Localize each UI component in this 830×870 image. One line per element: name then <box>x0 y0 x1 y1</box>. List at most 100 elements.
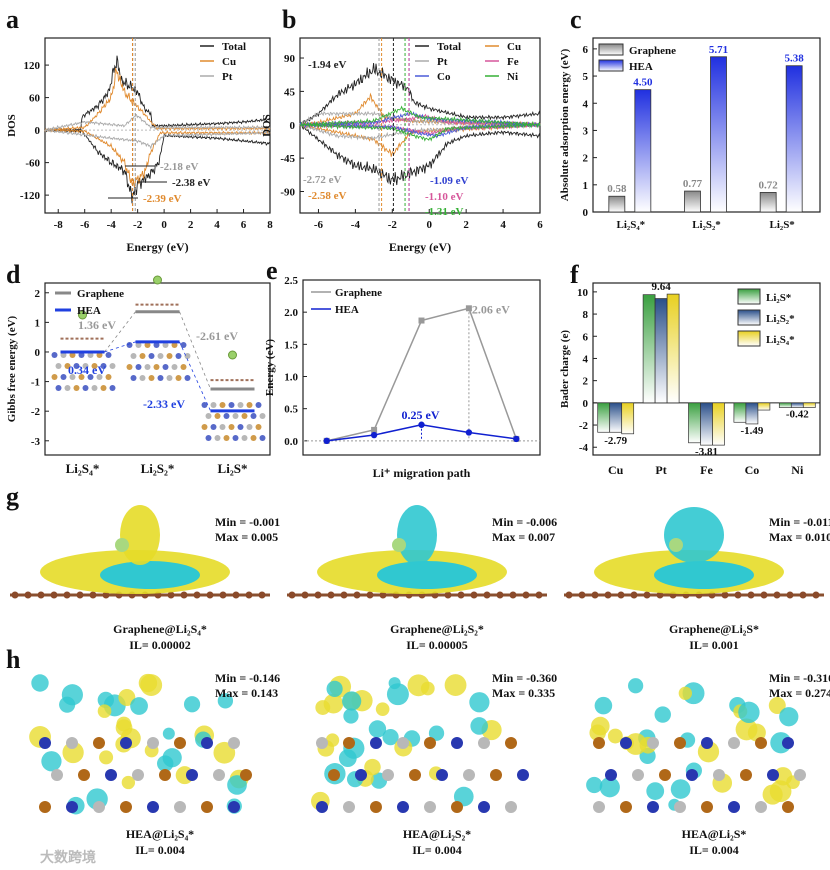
atom-icon <box>64 385 71 391</box>
dos-curve-ni-up <box>299 105 541 128</box>
metal-atom-icon <box>316 801 328 813</box>
atom-icon <box>232 435 239 441</box>
atom-icon <box>162 364 169 370</box>
atom-icon <box>73 385 80 391</box>
bar-value-label: 9.64 <box>651 281 671 293</box>
metal-atom-icon <box>397 737 409 749</box>
legend-label: Graphene <box>335 287 382 299</box>
dos-curve-cu-up <box>44 67 271 132</box>
charge-blob <box>326 680 343 697</box>
carbon-atom-icon <box>327 591 335 599</box>
data-point <box>513 435 520 443</box>
dos-curve-total-up <box>44 55 271 133</box>
charge-blob <box>162 727 175 740</box>
charge-blob <box>388 677 401 690</box>
atom-icon <box>135 342 142 348</box>
charge-blob <box>31 674 49 692</box>
metal-atom-icon <box>159 769 171 781</box>
energy-annotation: -2.39 eV <box>143 193 182 205</box>
charge-blob <box>61 684 83 706</box>
structure-caption: HEA@Li₂S* <box>682 827 747 841</box>
dos-curve-ni-down <box>299 121 541 142</box>
legend-label: Total <box>222 41 246 53</box>
bar-co <box>745 402 759 425</box>
energy-annotation: 0.34 eV <box>68 363 106 377</box>
carbon-atom-icon <box>258 591 266 599</box>
metal-atom-icon <box>451 801 463 813</box>
carbon-atom-icon <box>578 591 586 599</box>
atom-icon <box>228 424 235 430</box>
atom-icon <box>201 424 208 430</box>
charge-blob <box>375 702 390 716</box>
isosurface-max: Max = 0.274 <box>769 686 830 700</box>
atom-icon <box>180 342 187 348</box>
y-tick-label: 0 <box>583 207 589 219</box>
atom-icon <box>237 424 244 430</box>
carbon-atom-icon <box>314 591 322 599</box>
x-axis-title: Energy (eV) <box>126 240 188 254</box>
bar-pt <box>654 298 668 404</box>
metal-atom-icon <box>647 801 659 813</box>
data-point <box>418 421 425 428</box>
data-point <box>418 317 425 324</box>
atom-icon <box>171 342 178 348</box>
charge-blob <box>599 777 620 798</box>
atom-icon <box>255 424 262 430</box>
structure-caption: HEA@Li₂S₂* <box>403 827 471 841</box>
carbon-atom-icon <box>379 591 387 599</box>
x-tick-label: 2 <box>463 219 469 231</box>
atom-icon <box>91 363 98 369</box>
molecule-icon <box>228 350 237 360</box>
bar-ni <box>790 402 804 408</box>
bar-value-label: -2.79 <box>604 435 627 447</box>
x-tick-label: 6 <box>241 219 247 231</box>
isosurface-max: Max = 0.007 <box>492 530 555 544</box>
x-tick-label: -4 <box>351 219 361 231</box>
metal-atom-icon <box>505 737 517 749</box>
atom-icon <box>223 435 230 441</box>
carbon-atom-icon <box>734 591 742 599</box>
y-tick-label: 0 <box>35 125 41 137</box>
isosurface-min: Min = -0.146 <box>215 671 280 685</box>
metal-atom-icon <box>316 737 328 749</box>
charge-blob <box>121 775 136 790</box>
carbon-atom-icon <box>340 591 348 599</box>
carbon-atom-icon <box>50 591 58 599</box>
atom-icon <box>223 413 230 419</box>
isosurface-min: Min = -0.001 <box>215 515 280 529</box>
energy-annotation: -2.72 eV <box>303 174 342 186</box>
atom-icon <box>250 435 257 441</box>
atom-icon <box>210 424 217 430</box>
x-axis-title: Li⁺ migration path <box>373 466 471 480</box>
metal-atom-icon <box>593 801 605 813</box>
y-tick-label: 2 <box>583 153 589 165</box>
x-category-label: Li₂S₄* <box>617 219 646 231</box>
panel-letter-c: c <box>570 5 582 34</box>
y-axis-title: DOS <box>261 114 273 137</box>
y-tick-label: 2.0 <box>284 307 298 319</box>
carbon-atom-icon <box>63 591 71 599</box>
y-tick-label: 1 <box>35 317 41 329</box>
isosurface-min: Min = -0.310 <box>769 671 830 685</box>
atom-icon <box>135 364 142 370</box>
x-category-label: Li₂S* <box>770 219 796 231</box>
atom-icon <box>153 342 160 348</box>
structure-caption: Graphene@Li₂S* <box>669 622 759 636</box>
atom-icon <box>157 353 164 359</box>
atom-icon <box>153 364 160 370</box>
x-category-label: Fe <box>700 463 713 477</box>
carbon-atom-icon <box>219 591 227 599</box>
metal-atom-icon <box>370 801 382 813</box>
y-axis-title: Gibbs free energy (eV) <box>6 315 18 422</box>
metal-atom-icon <box>593 737 605 749</box>
x-tick-label: 0 <box>426 219 432 231</box>
x-category-label: Li₂S₄* <box>66 461 100 476</box>
bar-cu <box>597 402 611 433</box>
charge-blob <box>664 507 724 563</box>
carbon-atom-icon <box>232 591 240 599</box>
x-tick-label: -6 <box>314 219 324 231</box>
atom-icon <box>205 435 212 441</box>
charge-blob <box>342 691 362 711</box>
atom-icon <box>60 374 67 380</box>
carbon-atom-icon <box>245 591 253 599</box>
